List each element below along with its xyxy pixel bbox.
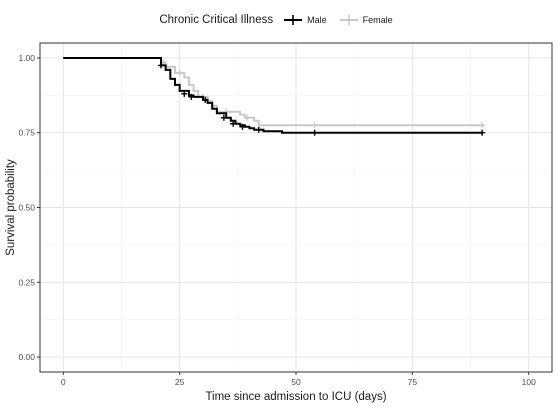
legend-label-male: Male [307, 15, 327, 25]
x-tick-label: 0 [61, 377, 66, 387]
y-tick-label: 1.00 [18, 53, 35, 63]
censor-mark [255, 126, 262, 133]
censor-mark [311, 122, 318, 129]
legend-item-male: Male [283, 13, 327, 27]
censor-mark [202, 96, 209, 103]
y-axis: 0.00 0.25 0.50 0.75 1.00 [18, 53, 40, 362]
series-layer [63, 56, 486, 136]
series-male [63, 56, 486, 136]
x-tick-label: 100 [522, 377, 536, 387]
legend-key-female [339, 15, 358, 25]
series-female [63, 56, 486, 129]
survival-curve-female [63, 56, 483, 127]
y-tick-label: 0.50 [18, 203, 35, 213]
grid-major [40, 43, 552, 372]
y-tick-label: 0.00 [18, 352, 35, 362]
legend-title: Chronic Critical Illness [159, 14, 274, 26]
y-axis-label: Survival probability [5, 159, 17, 256]
legend-item-female: Female [339, 13, 393, 27]
legend-label-female: Female [362, 15, 393, 25]
censor-mark [230, 120, 237, 127]
censor-mark [244, 114, 251, 121]
y-tick-label: 0.75 [18, 128, 35, 138]
x-tick-label: 75 [408, 377, 418, 387]
x-axis-label: Time since admission to ICU (days) [205, 391, 386, 403]
y-tick-label: 0.25 [18, 277, 35, 287]
x-axis: 0 25 50 75 100 [61, 372, 536, 387]
censor-mark [176, 69, 183, 76]
censor-mark [158, 62, 165, 69]
legend-key-male [284, 15, 303, 25]
censor-mark [181, 90, 188, 97]
censor-mark [479, 129, 486, 136]
censor-mark [311, 129, 318, 136]
survival-curve-male [63, 56, 483, 134]
legend: Chronic Critical Illness Male Female [0, 11, 558, 29]
censor-mark [239, 123, 246, 130]
censor-mark [479, 122, 486, 129]
x-tick-label: 50 [291, 377, 301, 387]
censor-mark [220, 114, 227, 121]
censor-mark [188, 93, 195, 100]
x-tick-label: 25 [175, 377, 185, 387]
